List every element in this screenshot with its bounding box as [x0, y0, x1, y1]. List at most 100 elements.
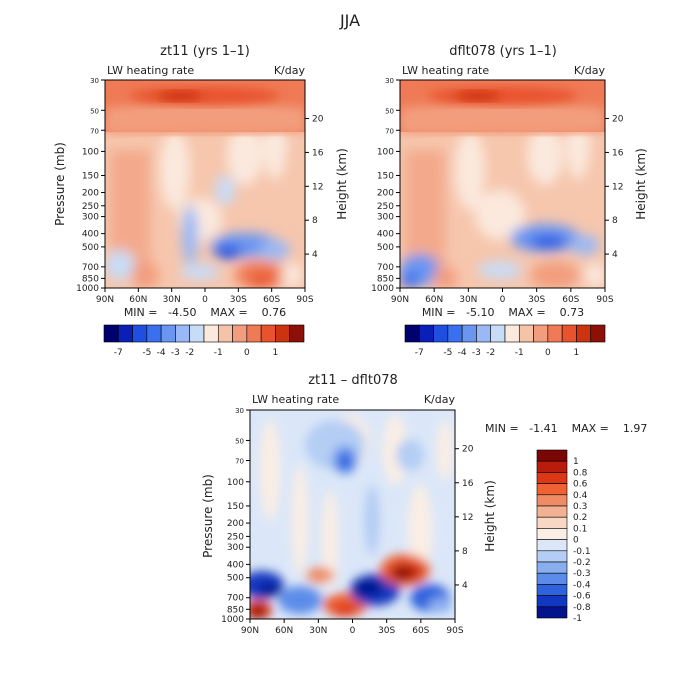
x-tick-label: 90N [96, 295, 114, 305]
y-tick-label: 70 [235, 458, 244, 466]
y-tick-label: 400 [82, 230, 99, 240]
x-tick-label: 30S [528, 295, 545, 305]
y-tick-label: 700 [227, 594, 244, 604]
y-tick-label: 500 [82, 243, 99, 253]
y-tick-label: 250 [82, 202, 99, 212]
panel-subtitle-right: K/day [574, 64, 606, 77]
heatmap-field [250, 410, 455, 619]
y-right-tick-label: 12 [462, 513, 473, 523]
y-right-tick-label: 16 [612, 148, 624, 158]
y-tick-label: 400 [377, 230, 394, 240]
colorbar-label: -7 [415, 348, 424, 358]
colorbar-swatch [536, 550, 568, 563]
y-right-tick-label: 20 [312, 115, 324, 125]
colorbar-label: 1 [273, 348, 279, 358]
x-tick-label: 60N [275, 626, 293, 636]
panel-subtitle-left: LW heating rate [107, 64, 194, 77]
y-tick-label: 200 [227, 519, 244, 529]
y-ticks-right: 20 16 12 8 4 [605, 115, 624, 260]
colorbar-swatch [536, 528, 568, 540]
y-axis-label-right: Height (km) [634, 148, 648, 219]
y-tick-label: 70 [90, 127, 99, 135]
colorbar-label: -5 [142, 348, 151, 358]
colorbar-swatch [260, 324, 276, 343]
colorbar-swatch [203, 324, 219, 343]
colorbar-label: 1 [573, 457, 579, 467]
y-tick-label: 50 [235, 437, 244, 445]
colorbar-swatch [533, 324, 549, 343]
colorbar-swatch [590, 324, 606, 343]
colorbar-label: 0 [244, 348, 250, 358]
y-tick-label: 50 [90, 107, 99, 115]
x-tick-label: 30S [378, 626, 395, 636]
y-tick-label: 200 [377, 189, 394, 199]
colorbar-swatch [536, 584, 568, 596]
x-tick-label: 60N [129, 295, 147, 305]
y-right-tick-label: 16 [462, 479, 474, 489]
x-tick-label: 60S [412, 626, 429, 636]
x-tick-label: 30N [459, 295, 477, 305]
y-tick-label: 500 [227, 574, 244, 584]
x-tick-label: 90N [241, 626, 259, 636]
colorbar-label: -0.4 [573, 580, 591, 590]
y-axis-label-right: Height (km) [483, 480, 497, 551]
y-tick-label: 850 [82, 274, 99, 284]
colorbar-label: -0.3 [573, 569, 591, 579]
y-right-tick-label: 20 [612, 115, 624, 125]
colorbar-swatch [103, 324, 119, 343]
panel-title: zt11 (yrs 1–1) [160, 44, 250, 59]
y-tick-label: 30 [90, 77, 99, 85]
colorbar-swatch [146, 324, 162, 343]
colorbar-label: -1 [214, 348, 223, 358]
colorbar-swatch [418, 324, 434, 343]
x-tick-label: 60N [425, 295, 443, 305]
y-tick-label: 850 [227, 605, 244, 615]
x-tick-label: 60S [263, 295, 280, 305]
x-tick-label: 90S [596, 295, 613, 305]
colorbar-label: -0.1 [573, 547, 591, 557]
y-tick-label: 250 [377, 202, 394, 212]
colorbar-swatch [536, 516, 568, 529]
colorbar-swatch [561, 324, 577, 343]
colorbar-swatch [490, 324, 506, 343]
minmax-stats: MIN = -1.41 MAX = 1.97 [485, 422, 647, 435]
panel-subtitle-right: K/day [274, 64, 306, 77]
colorbar-label: -0.8 [573, 603, 591, 613]
heatmap-field [105, 80, 305, 288]
colorbar-swatch [547, 324, 563, 343]
colorbar-swatch [536, 595, 568, 608]
colorbar-swatch [117, 324, 133, 343]
colorbar-swatch [536, 472, 568, 484]
colorbar: 10.8 0.60.40.30.20.1 0-0.1-0.2-0.3-0.4 -0.6… [536, 449, 591, 624]
y-tick-label: 300 [82, 213, 99, 223]
colorbar-label: -2 [185, 348, 194, 358]
y-tick-label: 150 [377, 171, 394, 181]
y-tick-label: 50 [385, 107, 394, 115]
y-tick-label: 300 [377, 213, 394, 223]
colorbar-swatch [433, 324, 449, 343]
panel-subtitle-left: LW heating rate [252, 393, 339, 406]
colorbar-swatch [275, 324, 291, 343]
y-right-tick-label: 12 [312, 182, 323, 192]
colorbar-label: 0 [545, 348, 551, 358]
panel-zt11: zt11 (yrs 1–1) LW heating rate K/day [53, 44, 349, 358]
colorbar-swatch [536, 494, 568, 507]
colorbar-label: -2 [486, 348, 495, 358]
y-tick-label: 150 [227, 502, 244, 512]
y-right-tick-label: 20 [462, 445, 474, 455]
colorbar-label: 0.1 [573, 524, 587, 534]
y-right-tick-label: 8 [462, 547, 468, 557]
x-tick-label: 30N [163, 295, 181, 305]
colorbar-swatch [536, 483, 568, 496]
colorbar: -7 -5 -4 -3 -2 -1 0 1 [103, 324, 305, 358]
y-right-tick-label: 8 [312, 216, 318, 226]
colorbar-label: 0.2 [573, 513, 587, 523]
y-right-tick-label: 16 [312, 148, 324, 158]
y-tick-label: 300 [227, 543, 244, 553]
colorbar-label: -7 [114, 348, 123, 358]
colorbar-label: -0.6 [573, 592, 591, 602]
colorbar-swatch [189, 324, 205, 343]
